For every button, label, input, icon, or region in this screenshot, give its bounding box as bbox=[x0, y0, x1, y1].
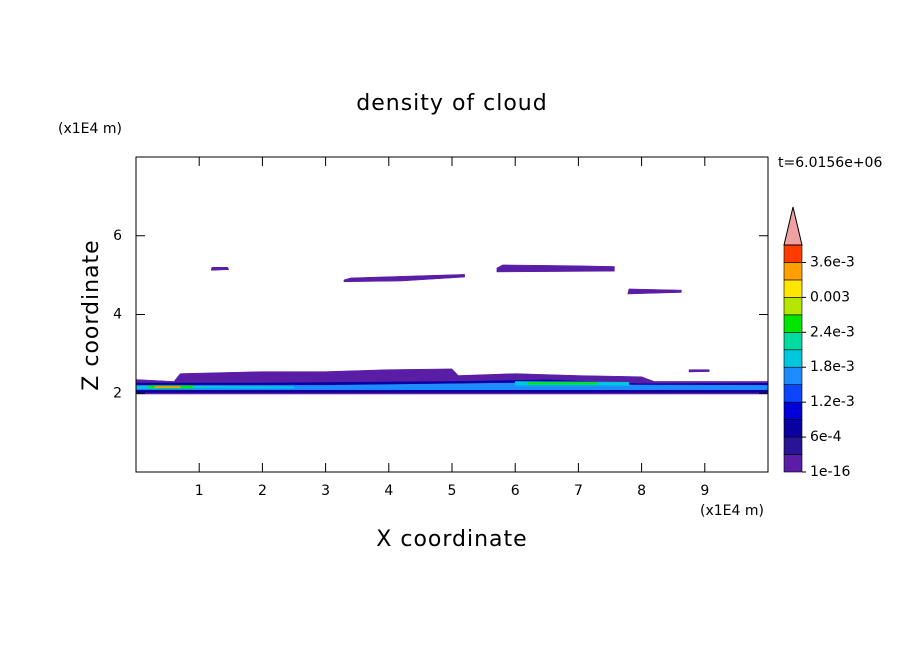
x-axis-label: X coordinate bbox=[376, 527, 527, 552]
x-unit: (x1E4 m) bbox=[700, 503, 764, 519]
contour-region bbox=[210, 267, 230, 271]
contour-region bbox=[496, 264, 615, 273]
x-tick-label: 3 bbox=[321, 483, 330, 499]
colorbar-tick-label: 1e-16 bbox=[810, 464, 850, 480]
x-tick-label: 7 bbox=[574, 483, 583, 499]
colorbar-band bbox=[783, 262, 803, 281]
contour-region bbox=[688, 369, 710, 373]
colorbar-tick-label: 2.4e-3 bbox=[810, 324, 855, 340]
colorbar-band bbox=[783, 384, 803, 403]
contour-region bbox=[527, 382, 598, 385]
contour-region bbox=[627, 288, 682, 295]
contour-region bbox=[154, 386, 181, 388]
colorbar-band bbox=[783, 419, 803, 438]
colorbar-band bbox=[783, 244, 803, 263]
colorbar-band bbox=[783, 454, 803, 473]
x-tick-label: 9 bbox=[700, 483, 709, 499]
colorbar-band bbox=[783, 297, 803, 316]
colorbar-tick-label: 1.8e-3 bbox=[810, 359, 855, 375]
y-tick-label: 2 bbox=[113, 385, 122, 401]
colorbar-band bbox=[783, 332, 803, 351]
colorbar-tick-label: 0.003 bbox=[810, 289, 850, 305]
colorbar-band bbox=[783, 314, 803, 333]
x-tick-label: 8 bbox=[637, 483, 646, 499]
colorbar-band bbox=[783, 366, 803, 385]
chart-title: density of cloud bbox=[356, 91, 547, 116]
colorbar-tick-label: 3.6e-3 bbox=[810, 254, 855, 270]
x-tick-label: 4 bbox=[384, 483, 393, 499]
colorbar-extend bbox=[783, 206, 803, 246]
x-tick-label: 2 bbox=[258, 483, 267, 499]
x-tick-label: 1 bbox=[195, 483, 204, 499]
y-axis-label: Z coordinate bbox=[79, 239, 104, 390]
colorbar-band bbox=[783, 349, 803, 368]
colorbar-tick-label: 1.2e-3 bbox=[810, 394, 855, 410]
y-tick-label: 4 bbox=[113, 307, 122, 323]
plot-frame bbox=[135, 156, 769, 473]
x-tick-label: 5 bbox=[448, 483, 457, 499]
time-annotation: t=6.0156e+06 bbox=[778, 155, 882, 171]
contour-region bbox=[343, 274, 465, 283]
colorbar-band bbox=[783, 279, 803, 298]
y-unit: (x1E4 m) bbox=[58, 121, 122, 137]
colorbar-band bbox=[783, 401, 803, 420]
colorbar-band bbox=[783, 436, 803, 455]
y-tick-label: 6 bbox=[113, 228, 122, 244]
x-tick-label: 6 bbox=[511, 483, 520, 499]
colorbar-tick-label: 6e-4 bbox=[810, 429, 842, 445]
